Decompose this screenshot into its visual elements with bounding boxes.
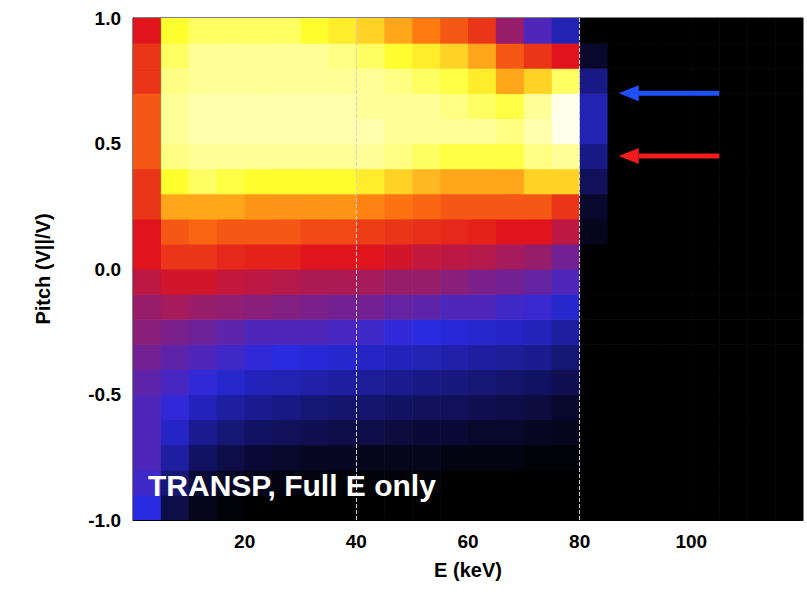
svg-text:-1.0: -1.0 (88, 510, 121, 531)
svg-text:80: 80 (569, 531, 590, 552)
svg-text:40: 40 (346, 531, 367, 552)
svg-text:20: 20 (234, 531, 255, 552)
svg-text:Pitch (V||/V): Pitch (V||/V) (32, 213, 54, 324)
svg-text:100: 100 (675, 531, 707, 552)
svg-text:TRANSP, Full E only: TRANSP, Full E only (148, 469, 436, 502)
svg-text:-0.5: -0.5 (88, 384, 121, 405)
svg-text:0.0: 0.0 (95, 259, 121, 280)
svg-text:60: 60 (457, 531, 478, 552)
svg-text:1.0: 1.0 (95, 8, 121, 29)
svg-text:E (keV): E (keV) (434, 559, 502, 581)
svg-text:0.5: 0.5 (95, 133, 122, 154)
